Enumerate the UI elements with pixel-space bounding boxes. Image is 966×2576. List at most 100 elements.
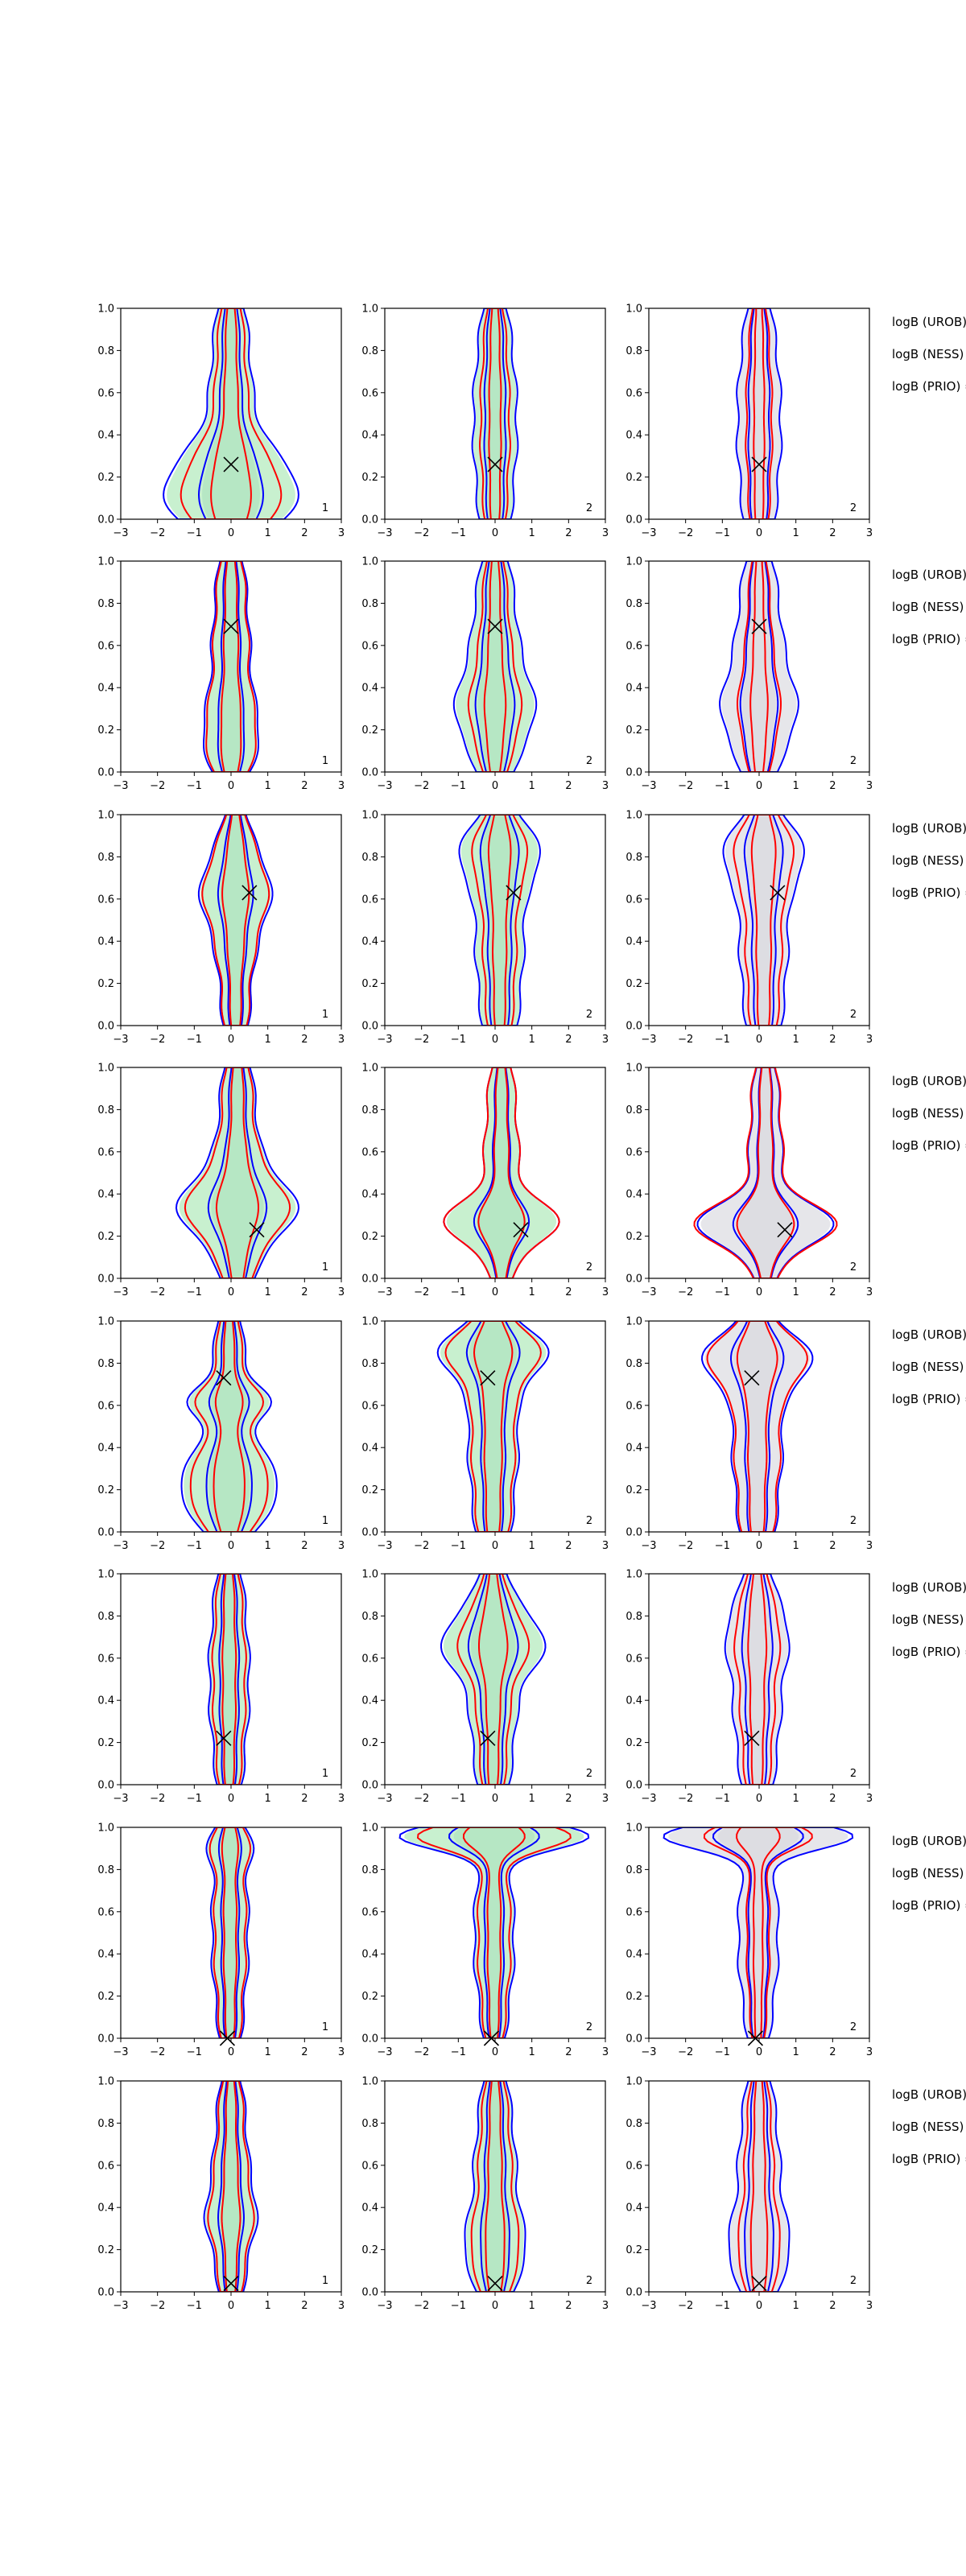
y-tick-label: 0.2 xyxy=(97,978,114,990)
x-tick-label: −3 xyxy=(113,2300,128,2312)
side-label-logB: logB (NESS) = xyxy=(892,2120,966,2134)
x-tick-label: 0 xyxy=(228,527,234,539)
x-tick-label: −3 xyxy=(377,527,392,539)
blue-contour-outer xyxy=(202,561,260,772)
x-tick-label: −2 xyxy=(678,1034,693,1046)
true-value-marker xyxy=(506,885,522,901)
blue-contour-outer xyxy=(719,561,799,772)
x-tick-label: −1 xyxy=(451,780,466,792)
blue-contour-outer xyxy=(207,1574,251,1785)
red-contour-outer xyxy=(733,1574,782,1785)
red-contour-outer xyxy=(470,2081,520,2292)
x-tick-label: 1 xyxy=(265,780,271,792)
panel-r7-c3: −3 −2 −1 0 1 2 3 0.0 0.2 0.4 0.6 0.8 1.0 2 xyxy=(625,1823,873,2059)
x-tick-label: −2 xyxy=(678,1286,693,1298)
panel-number: 2 xyxy=(850,755,857,767)
x-tick-label: 3 xyxy=(866,780,873,792)
x-tick-label: 1 xyxy=(529,1034,535,1046)
x-tick-label: 1 xyxy=(265,1540,271,1552)
y-tick-label: 0.4 xyxy=(625,936,642,948)
blue-contour-inner xyxy=(474,561,516,772)
y-tick-label: 0.2 xyxy=(361,1231,378,1243)
x-tick-label: 2 xyxy=(301,1034,308,1046)
red-contour-inner xyxy=(749,561,769,772)
density-fill-inner xyxy=(481,2081,509,2292)
x-tick-label: −1 xyxy=(187,2300,202,2312)
side-label-logB: logB (PRIO) = xyxy=(892,1392,966,1406)
y-tick-label: 0.4 xyxy=(97,683,114,695)
x-tick-label: −3 xyxy=(377,780,392,792)
marker-stroke xyxy=(480,1730,496,1746)
marker-stroke xyxy=(751,456,767,473)
y-tick-label: 0.6 xyxy=(97,2160,114,2172)
y-tick-label: 0.8 xyxy=(361,1104,378,1117)
blue-contour-inner xyxy=(217,2081,246,2292)
marker-stroke xyxy=(223,456,239,473)
x-tick-label: 3 xyxy=(866,1286,873,1298)
blue-contour-inner xyxy=(743,815,784,1026)
x-tick-label: 1 xyxy=(793,1034,799,1046)
blue-contour-inner xyxy=(217,561,246,772)
panel-number: 1 xyxy=(322,1261,328,1274)
side-label-logB: logB (UROB) = xyxy=(892,315,966,329)
red-contour-outer xyxy=(706,1321,808,1532)
y-tick-label: 0.2 xyxy=(625,1231,642,1243)
x-tick-label: −2 xyxy=(150,2300,165,2312)
blue-contour-outer xyxy=(728,2081,791,2292)
panel-r4-c1: −3 −2 −1 0 1 2 3 0.0 0.2 0.4 0.6 0.8 1.0 1 xyxy=(97,1063,345,1299)
side-label-logB: logB (PRIO) = xyxy=(892,1138,966,1153)
y-tick-label: 0.2 xyxy=(97,724,114,737)
panel-r7-c2: −3 −2 −1 0 1 2 3 0.0 0.2 0.4 0.6 0.8 1.0 2 xyxy=(361,1823,609,2059)
x-tick-label: 2 xyxy=(565,1286,572,1298)
y-tick-label: 0.4 xyxy=(361,936,378,948)
blue-contour-outer xyxy=(458,815,541,1026)
x-tick-label: 1 xyxy=(265,1793,271,1805)
blue-contour-outer xyxy=(452,561,538,772)
y-tick-label: 0.0 xyxy=(361,514,378,526)
y-tick-label: 1.0 xyxy=(97,303,114,316)
true-value-marker xyxy=(487,456,503,473)
red-contour-outer xyxy=(456,1574,530,1785)
red-contour-inner xyxy=(477,1067,526,1278)
panel-number: 2 xyxy=(586,1009,592,1021)
panel-r3-c1: −3 −2 −1 0 1 2 3 0.0 0.2 0.4 0.6 0.8 1.0 1 xyxy=(97,810,345,1046)
true-value-marker xyxy=(216,1730,232,1746)
blue-contour-inner xyxy=(448,1827,540,2038)
x-tick-label: 1 xyxy=(793,780,799,792)
true-value-marker xyxy=(744,1730,760,1746)
y-tick-label: 0.0 xyxy=(97,1780,114,1792)
y-tick-label: 0.6 xyxy=(361,1653,378,1665)
y-tick-label: 0.4 xyxy=(97,1695,114,1707)
x-tick-label: 2 xyxy=(829,1286,836,1298)
x-tick-label: 3 xyxy=(602,1034,609,1046)
marker-stroke xyxy=(506,885,522,901)
panel-r6-c2: −3 −2 −1 0 1 2 3 0.0 0.2 0.4 0.6 0.8 1.0 2 xyxy=(361,1569,609,1806)
y-tick-label: 0.0 xyxy=(97,1021,114,1033)
x-tick-label: −2 xyxy=(414,780,429,792)
density-fill-inner xyxy=(482,815,518,1026)
panel-contours xyxy=(175,1067,300,1278)
blue-contour-inner xyxy=(479,815,520,1026)
panel-r6-c3: −3 −2 −1 0 1 2 3 0.0 0.2 0.4 0.6 0.8 1.0 2 xyxy=(625,1569,873,1806)
marker-stroke xyxy=(777,1222,793,1238)
x-tick-label: 0 xyxy=(756,2046,762,2058)
x-tick-label: 0 xyxy=(228,1286,234,1298)
side-label-logB: logB (NESS) = xyxy=(892,1360,966,1374)
x-tick-label: −1 xyxy=(715,527,730,539)
panel-r3-c3: −3 −2 −1 0 1 2 3 0.0 0.2 0.4 0.6 0.8 1.0 2 xyxy=(625,810,873,1046)
marker-stroke xyxy=(242,885,258,901)
x-tick-label: 1 xyxy=(793,1286,799,1298)
y-tick-label: 0.4 xyxy=(361,430,378,442)
x-tick-label: −3 xyxy=(641,1286,656,1298)
panel-contours xyxy=(663,1827,854,2038)
x-tick-label: −3 xyxy=(377,1793,392,1805)
x-tick-label: 3 xyxy=(866,2046,873,2058)
x-tick-label: 1 xyxy=(265,2300,271,2312)
density-fill-inner xyxy=(743,1574,771,1785)
x-tick-label: −3 xyxy=(377,2300,392,2312)
true-value-marker xyxy=(513,1222,529,1238)
y-tick-label: 0.6 xyxy=(625,1146,642,1158)
blue-contour-outer xyxy=(203,2081,259,2292)
x-tick-label: −1 xyxy=(187,1034,202,1046)
x-tick-label: −1 xyxy=(715,780,730,792)
